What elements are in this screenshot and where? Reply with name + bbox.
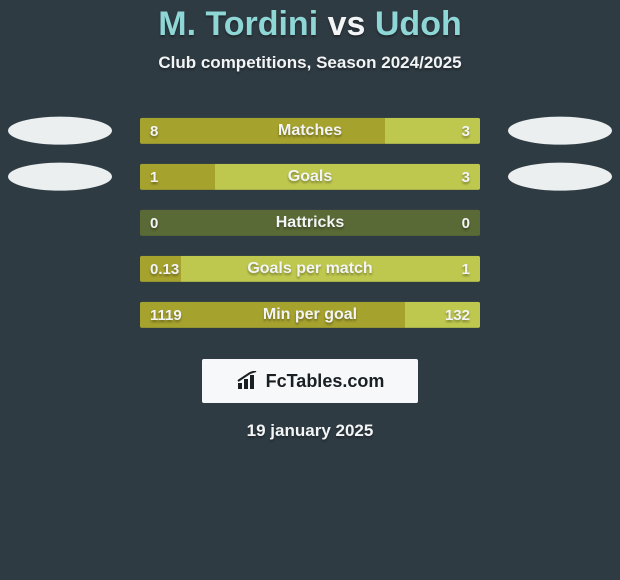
title-player1: M. Tordini — [158, 5, 318, 43]
player2-badge — [508, 117, 612, 145]
stat-row: 1119132Min per goal — [0, 295, 620, 341]
comparison-canvas: M. Tordini vs Udoh Club competitions, Se… — [0, 0, 620, 580]
stat-row: 0.131Goals per match — [0, 249, 620, 295]
player1-badge — [8, 117, 112, 145]
stat-label: Hattricks — [140, 210, 480, 236]
stat-value-right: 1 — [462, 256, 470, 282]
stat-bar: 13Goals — [140, 164, 480, 190]
stat-value-left: 0 — [150, 210, 158, 236]
stat-row: 13Goals — [0, 157, 620, 203]
stat-value-right: 3 — [462, 164, 470, 190]
fctables-logo: FcTables.com — [202, 359, 418, 403]
player2-badge — [508, 163, 612, 191]
stat-value-left: 1119 — [150, 302, 182, 328]
stat-value-right: 0 — [462, 210, 470, 236]
stat-bar: 0.131Goals per match — [140, 256, 480, 282]
stat-row: 0 0Hattricks — [0, 203, 620, 249]
stat-value-right: 3 — [462, 118, 470, 144]
bar-chart-icon — [236, 371, 262, 391]
stat-bar-fill-left — [140, 118, 385, 144]
stat-value-right: 132 — [445, 302, 470, 328]
stat-bar: 1119132Min per goal — [140, 302, 480, 328]
stat-bar-fill-right — [215, 164, 480, 190]
stat-value-left: 8 — [150, 118, 158, 144]
title-player2: Udoh — [375, 5, 462, 43]
stat-value-left: 1 — [150, 164, 158, 190]
stat-rows: 83Matches13Goals00Hattricks0.131Goals pe… — [0, 111, 620, 341]
player1-badge — [8, 163, 112, 191]
title-vs: vs — [328, 5, 366, 43]
stat-value-left: 0.13 — [150, 256, 179, 282]
stat-row: 83Matches — [0, 111, 620, 157]
stat-bar: 0 0Hattricks — [140, 210, 480, 236]
snapshot-date: 19 january 2025 — [0, 421, 620, 441]
subtitle: Club competitions, Season 2024/2025 — [0, 53, 620, 73]
page-title: M. Tordini vs Udoh — [0, 0, 620, 43]
logo-text: FcTables.com — [266, 371, 385, 392]
stat-bar-fill-right — [181, 256, 480, 282]
stat-bar: 83Matches — [140, 118, 480, 144]
